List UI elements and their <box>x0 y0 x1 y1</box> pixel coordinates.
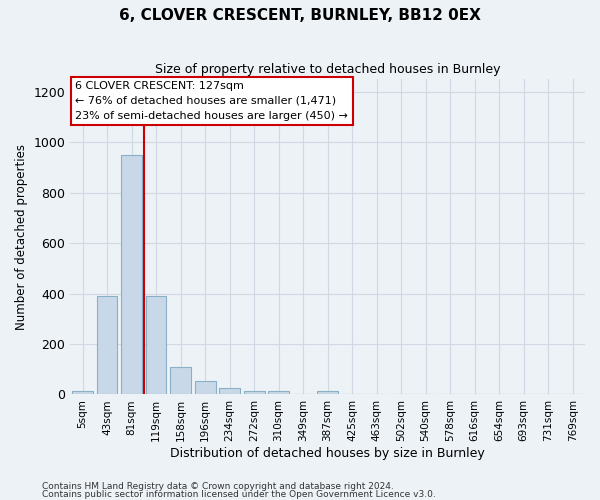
Bar <box>219 388 240 394</box>
Bar <box>121 155 142 394</box>
Bar <box>97 296 118 394</box>
X-axis label: Distribution of detached houses by size in Burnley: Distribution of detached houses by size … <box>170 447 485 460</box>
Text: 6 CLOVER CRESCENT: 127sqm
← 76% of detached houses are smaller (1,471)
23% of se: 6 CLOVER CRESCENT: 127sqm ← 76% of detac… <box>76 81 349 120</box>
Bar <box>146 296 166 394</box>
Bar <box>268 392 289 394</box>
Text: Contains HM Land Registry data © Crown copyright and database right 2024.: Contains HM Land Registry data © Crown c… <box>42 482 394 491</box>
Text: Contains public sector information licensed under the Open Government Licence v3: Contains public sector information licen… <box>42 490 436 499</box>
Y-axis label: Number of detached properties: Number of detached properties <box>15 144 28 330</box>
Bar <box>72 390 93 394</box>
Title: Size of property relative to detached houses in Burnley: Size of property relative to detached ho… <box>155 62 500 76</box>
Bar <box>170 366 191 394</box>
Text: 6, CLOVER CRESCENT, BURNLEY, BB12 0EX: 6, CLOVER CRESCENT, BURNLEY, BB12 0EX <box>119 8 481 22</box>
Bar <box>194 382 215 394</box>
Bar <box>244 390 265 394</box>
Bar <box>317 392 338 394</box>
